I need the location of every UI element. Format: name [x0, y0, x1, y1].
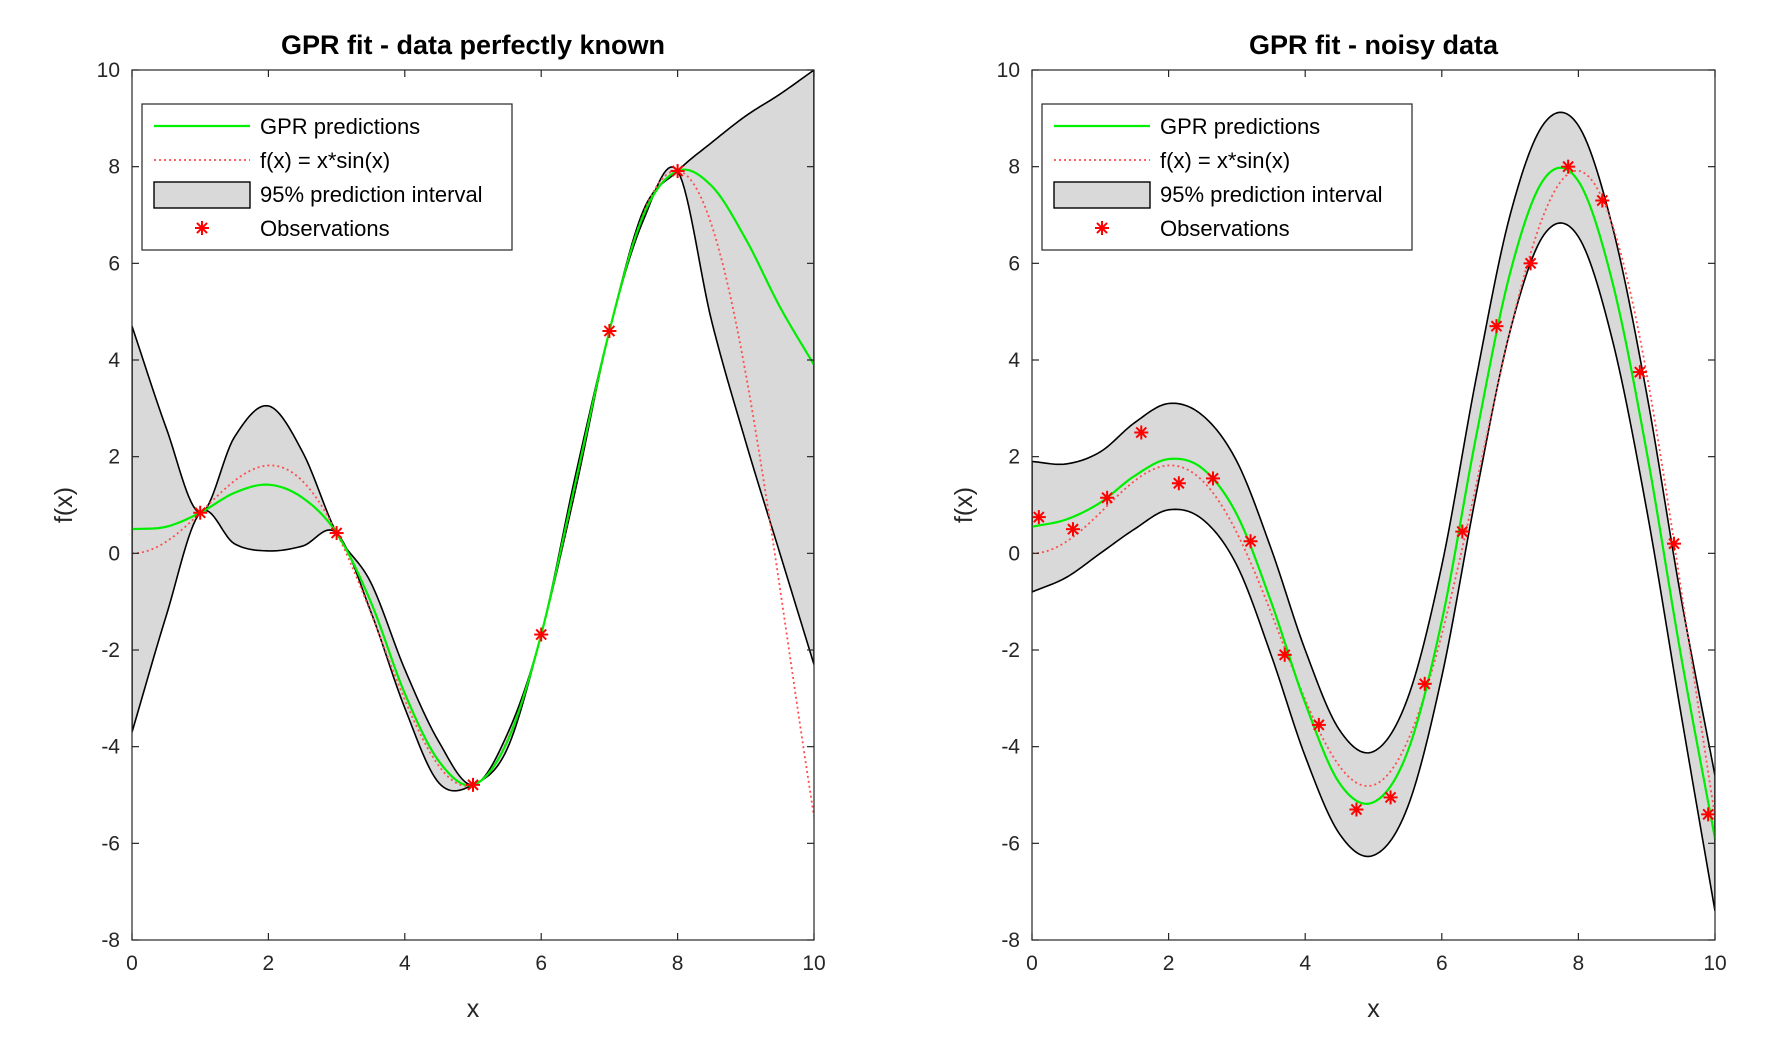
y-tick-label: 0 [1008, 542, 1020, 565]
chart-title: GPR fit - data perfectly known [281, 30, 665, 60]
observation-point [329, 526, 344, 541]
observation-point [1455, 524, 1470, 539]
y-tick-label: 0 [108, 542, 120, 565]
observation-point [193, 505, 208, 520]
y-tick-label: -6 [1001, 832, 1020, 855]
observation-point [1205, 471, 1220, 486]
y-tick-label: -8 [1001, 929, 1020, 952]
observation-point [1489, 319, 1504, 334]
legend-label-observations: Observations [1160, 216, 1290, 241]
observation-point [1349, 802, 1364, 817]
observation-point [1243, 534, 1258, 549]
true-function-line [1032, 169, 1715, 817]
legend-swatch-interval [153, 181, 251, 209]
y-axis-label: f(x) [50, 487, 78, 523]
legend-label-true-function: f(x) = x*sin(x) [1160, 148, 1290, 173]
y-tick-label: 4 [108, 349, 120, 372]
x-tick-label: 8 [672, 952, 684, 975]
chart-panel-2: 0 2 4 6 8 10 -8 -6 -4 -2 0 2 4 6 8 10 GPR fit - noisy da… [950, 30, 1727, 1023]
y-tick-label: 10 [997, 59, 1020, 82]
observation-point [1311, 717, 1326, 732]
x-tick-label: 0 [1026, 952, 1038, 975]
y-tick-label: -6 [101, 832, 120, 855]
x-tick-label: 4 [1299, 952, 1311, 975]
observation-point [1032, 510, 1046, 525]
observation-point [1701, 807, 1715, 822]
observation-point [534, 627, 549, 642]
y-tick-label: -4 [1001, 736, 1020, 759]
x-tick-label: 10 [802, 952, 825, 975]
y-tick-label: 10 [97, 59, 120, 82]
x-tick-label: 8 [1573, 952, 1585, 975]
observation-point [1065, 522, 1080, 537]
observation-point [1632, 365, 1647, 380]
y-tick-label: 6 [108, 252, 120, 275]
y-axis-label: f(x) [950, 487, 978, 523]
legend-label-prediction: GPR predictions [260, 114, 420, 139]
prediction-interval-band [132, 70, 814, 792]
observation-point [1417, 676, 1432, 691]
legend-swatch-observations [195, 221, 209, 235]
legend-swatch-observations [1095, 221, 1109, 235]
legend: GPR predictions f(x) = x*sin(x) 95% predic… [141, 103, 513, 251]
observation-point [1523, 256, 1538, 271]
observation-point [1100, 490, 1115, 505]
y-tick-label: -2 [1001, 639, 1020, 662]
observation-point [466, 777, 480, 792]
prediction-interval-band [1032, 111, 1715, 912]
chart-panel-1: 0 2 4 6 8 10 -8 -6 -4 -2 0 2 4 6 8 10 GPR fit - data per… [50, 30, 826, 1023]
legend-label-observations: Observations [260, 216, 390, 241]
gpr-prediction-line [1032, 166, 1715, 839]
x-tick-label: 2 [263, 952, 275, 975]
y-tick-label: 8 [1008, 156, 1020, 179]
legend-label-prediction: GPR predictions [1160, 114, 1320, 139]
y-tick-label: 2 [1008, 446, 1020, 469]
legend: GPR predictions f(x) = x*sin(x) 95% predic… [1041, 103, 1413, 251]
axes-box [1031, 69, 1716, 941]
observation-point [1383, 790, 1398, 805]
y-tick-label: -4 [101, 736, 120, 759]
observation-point [1595, 193, 1610, 208]
y-tick-label: 8 [108, 156, 120, 179]
observation-point [1277, 647, 1292, 662]
legend-label-interval: 95% prediction interval [260, 182, 483, 207]
true-function-line [132, 169, 814, 817]
chart-title: GPR fit - noisy data [1249, 30, 1499, 60]
x-tick-label: 2 [1163, 952, 1175, 975]
x-axis-label: x [467, 995, 480, 1023]
y-tick-label: 6 [1008, 252, 1020, 275]
legend-label-interval: 95% prediction interval [1160, 182, 1383, 207]
y-tick-label: -8 [101, 929, 120, 952]
x-tick-label: 4 [399, 952, 411, 975]
legend-swatch-interval [1053, 181, 1151, 209]
x-tick-label: 6 [535, 952, 547, 975]
y-tick-label: -2 [101, 639, 120, 662]
observation-point [602, 324, 617, 338]
observation-point [1134, 425, 1149, 440]
axes-box [131, 69, 815, 941]
x-tick-label: 6 [1436, 952, 1448, 975]
observation-point [1561, 159, 1576, 174]
y-tick-label: 4 [1008, 349, 1020, 372]
observation-point [1171, 476, 1186, 491]
legend-label-true-function: f(x) = x*sin(x) [260, 148, 390, 173]
observation-point [1667, 536, 1682, 551]
x-tick-label: 0 [126, 952, 138, 975]
y-tick-label: 2 [108, 446, 120, 469]
x-axis-label: x [1367, 995, 1380, 1023]
observation-point [670, 164, 685, 179]
x-tick-label: 10 [1703, 952, 1726, 975]
